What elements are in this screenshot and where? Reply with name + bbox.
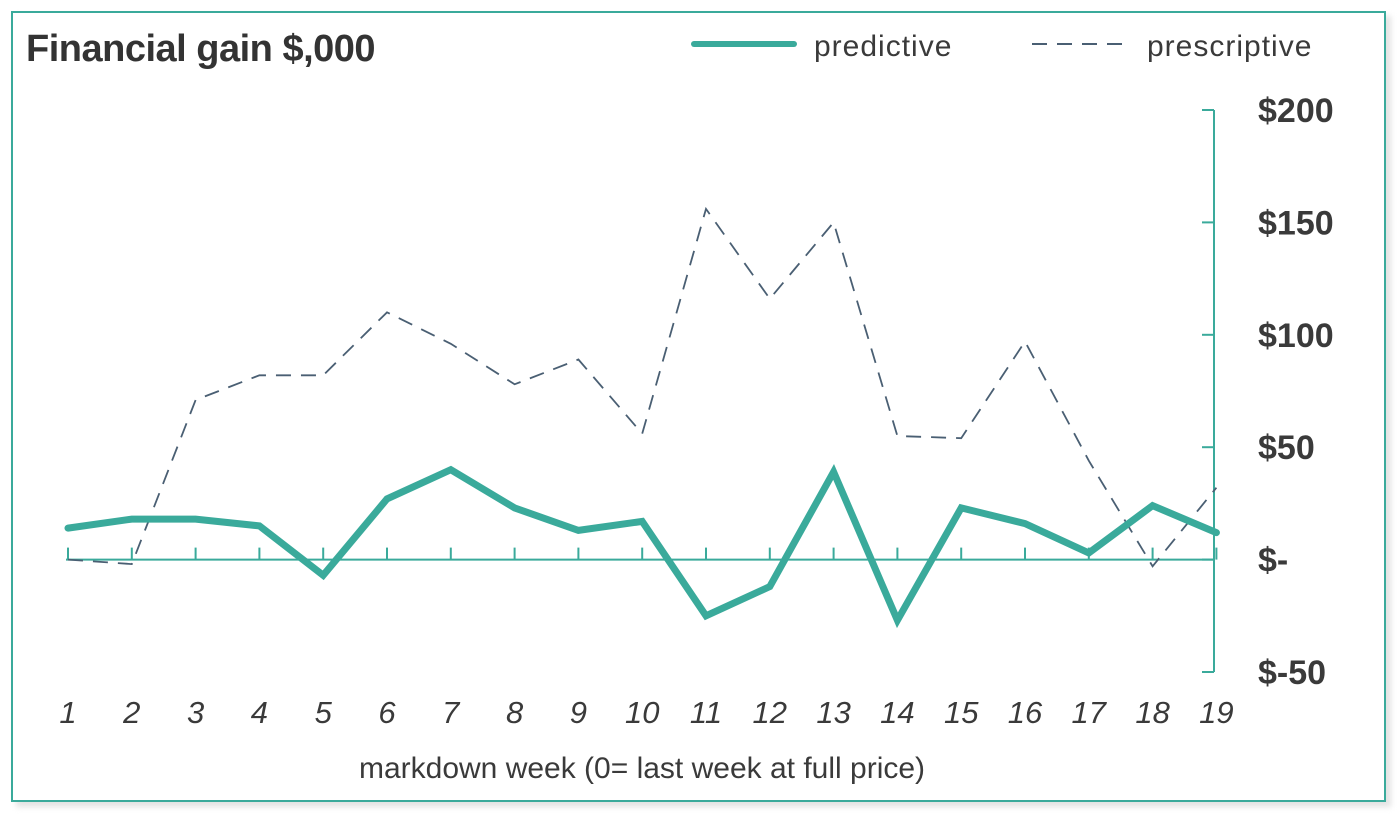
x-tick-label: 19 <box>1199 695 1233 730</box>
series-line-predictive <box>64 463 1220 629</box>
y-tick-label: $- <box>1258 542 1288 580</box>
x-tick-label: 9 <box>570 695 587 730</box>
y-tick-label: $-50 <box>1258 654 1326 692</box>
x-tick-label: 15 <box>944 695 979 730</box>
chart-title: Financial gain $,000 <box>26 28 375 70</box>
x-tick-label: 12 <box>753 695 787 730</box>
tick-labels: $200$150$100$50$-$-501 2 3 4 5 6 7 8 9 10 11 12 13 14… <box>59 92 1333 730</box>
x-tick-label: 4 <box>251 695 268 730</box>
x-tick-label: 2 <box>122 695 140 730</box>
x-tick-label: 18 <box>1135 695 1170 730</box>
y-tick-label: $150 <box>1258 204 1334 242</box>
y-tick-label: $100 <box>1258 317 1334 355</box>
x-tick-label: 16 <box>1008 695 1043 730</box>
x-tick-label: 11 <box>690 695 722 730</box>
y-tick-label: $200 <box>1258 92 1334 130</box>
chart-frame <box>11 11 1386 802</box>
x-tick-label: 3 <box>187 695 204 730</box>
x-tick-label: 10 <box>625 695 659 730</box>
x-tick-label: 17 <box>1072 695 1108 730</box>
axes <box>66 109 1218 673</box>
legend-label-prescriptive: prescriptive <box>1147 30 1312 63</box>
series-layer <box>64 206 1220 629</box>
x-tick-label: 14 <box>880 695 914 730</box>
x-tick-label: 1 <box>59 695 76 730</box>
x-tick-label: 6 <box>378 695 396 730</box>
x-tick-label: 8 <box>506 695 524 730</box>
x-axis-label: markdown week (0= last week at full pric… <box>359 752 925 785</box>
x-tick-label: 7 <box>442 695 461 730</box>
x-tick-label: 13 <box>816 695 850 730</box>
series-line-prescriptive <box>67 206 1218 568</box>
x-tick-label: 5 <box>315 695 333 730</box>
legend: predictive prescriptive <box>691 30 1312 63</box>
y-tick-label: $50 <box>1258 429 1315 467</box>
legend-label-predictive: predictive <box>814 30 952 63</box>
